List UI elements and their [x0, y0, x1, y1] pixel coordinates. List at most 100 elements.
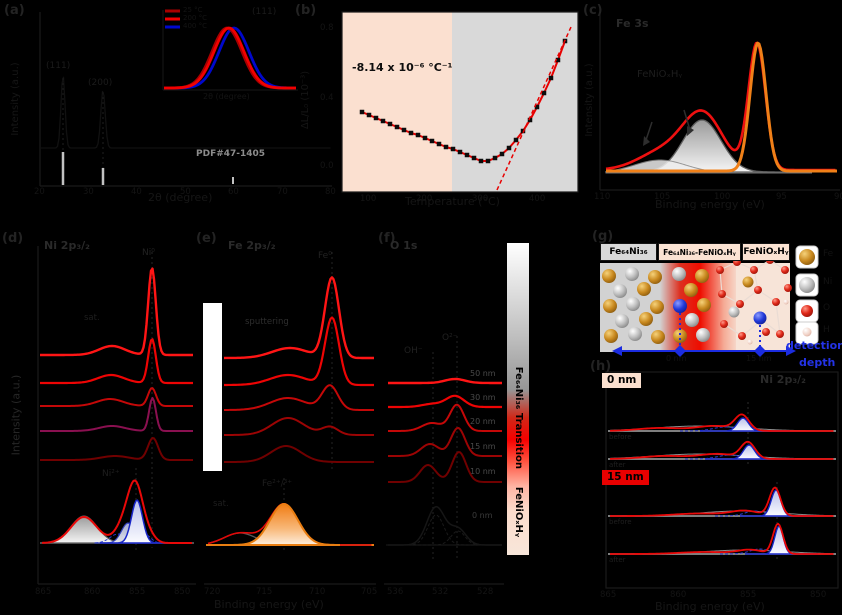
g-legend-fe-atom — [799, 249, 815, 265]
fe-atom — [742, 276, 754, 288]
d-curve-3 — [40, 387, 193, 407]
d-fit-envelope — [41, 479, 192, 544]
depth-15nm-badge: 15 nm — [602, 470, 649, 485]
o-atom — [718, 290, 726, 298]
ni-atom — [672, 267, 686, 281]
fe-atom — [650, 300, 664, 314]
fe-atom — [695, 269, 709, 283]
phase-box-fenioxhy-label: FeNiOₓHᵧ — [743, 247, 789, 257]
g-depth-arrow-left — [612, 346, 622, 356]
b-frame — [341, 11, 579, 193]
h-r4-envelope — [609, 522, 834, 555]
g-legend-ni-atom — [799, 277, 815, 293]
b-normal-region — [452, 12, 578, 192]
fe-atom — [684, 283, 698, 297]
depth-gradient-bar — [507, 243, 529, 555]
o-atom — [736, 300, 744, 308]
h-r3-envelope — [609, 486, 834, 517]
e-fit-orange — [229, 502, 341, 546]
o-atom — [784, 284, 792, 292]
g-legend-h-atom — [802, 327, 812, 337]
d-curve-4 — [40, 396, 193, 432]
o-atom — [750, 266, 758, 274]
fe-atom — [603, 299, 617, 313]
c-orange-curve — [606, 41, 837, 173]
a-inset-curve-25 — [163, 26, 297, 90]
b-invar-region — [342, 12, 452, 192]
h-r1-envelope — [609, 413, 834, 432]
phase-box-fe64ni36-label: Fe₆₄Ni₃₆ — [609, 247, 648, 257]
e-curve-2 — [223, 316, 374, 387]
phase-box-transition-label: Fe₆₄Ni₃₆-FeNiOₓHᵧ — [663, 247, 736, 257]
f-fit-sub-2 — [388, 530, 502, 546]
h-r2-blue-dash — [684, 454, 784, 460]
fe-atom — [637, 282, 651, 296]
o-atom — [781, 266, 789, 274]
o-atom — [716, 266, 724, 274]
g-legend-o-atom — [801, 305, 813, 317]
f-curve-4 — [388, 426, 502, 457]
h-r3-blue — [740, 489, 815, 517]
ni-atom — [685, 313, 699, 327]
detection-site-atom — [753, 311, 767, 325]
g-depth-arrow-right — [786, 346, 796, 356]
o-atom — [754, 286, 762, 294]
ni-atom — [696, 328, 710, 342]
o-atom — [772, 298, 780, 306]
f-curve-5 — [388, 451, 502, 483]
phase-box-fenioxhy: FeNiOₓHᵧ — [742, 243, 790, 261]
depth-0nm-badge: 0 nm — [602, 373, 642, 388]
d-curve-1 — [40, 267, 193, 357]
e-white-bar — [203, 303, 222, 471]
f-curve-3 — [387, 403, 502, 432]
h-r2-envelope — [609, 440, 834, 460]
ni-atom — [728, 306, 740, 318]
o-atom — [762, 328, 770, 336]
fe-atom — [697, 298, 711, 312]
o-atom — [776, 330, 784, 338]
d-curve-5 — [40, 436, 193, 461]
f-curve-2 — [388, 394, 502, 409]
h-atom — [747, 339, 753, 345]
h-r1-blue — [700, 417, 790, 432]
g-depth-marker-15nm — [754, 345, 766, 357]
a-xrd-curve — [41, 76, 331, 149]
f-fit-sub-1 — [388, 514, 502, 546]
fe-atom — [673, 329, 687, 343]
o-atom — [738, 332, 746, 340]
fe-atom — [651, 330, 665, 344]
fe-atom — [604, 329, 618, 343]
h-r2-blue — [705, 444, 795, 460]
g-depth-marker-0nm — [674, 345, 686, 357]
b-fit-line — [496, 26, 572, 191]
g-atom-lattice — [602, 251, 792, 345]
c-arrow-1-head — [687, 126, 694, 136]
e-curve-5 — [223, 445, 374, 463]
d-curve-2 — [40, 338, 193, 385]
a-inset-curve-400 — [163, 26, 297, 90]
e-curve-3 — [223, 384, 374, 411]
e-curve-1 — [223, 276, 374, 360]
ni-atom — [626, 297, 640, 311]
f-curve-1 — [388, 377, 502, 385]
detection-site-atom — [673, 299, 687, 313]
fe-atom — [602, 269, 616, 283]
phase-box-transition: Fe₆₄Ni₃₆-FeNiOₓHᵧ — [658, 243, 741, 261]
h-r1-blue-dash — [679, 426, 779, 432]
phase-box-fe64ni36: Fe₆₄Ni₃₆ — [600, 243, 657, 261]
fe-atom — [639, 312, 653, 326]
ni-atom — [625, 267, 639, 281]
c-arrow-2 — [645, 121, 653, 141]
a-inset-curve-200 — [163, 26, 297, 90]
c-arrow-1 — [683, 109, 691, 131]
e-curve-4 — [223, 417, 374, 436]
ni-atom — [628, 327, 642, 341]
ni-atom — [615, 314, 629, 328]
depth-15nm-badge-label: 15 nm — [607, 471, 644, 483]
f-fit-envelope — [388, 505, 502, 546]
d-fit-blue-1 — [100, 499, 180, 544]
o-atom — [720, 320, 728, 328]
depth-0nm-badge-label: 0 nm — [607, 374, 637, 386]
